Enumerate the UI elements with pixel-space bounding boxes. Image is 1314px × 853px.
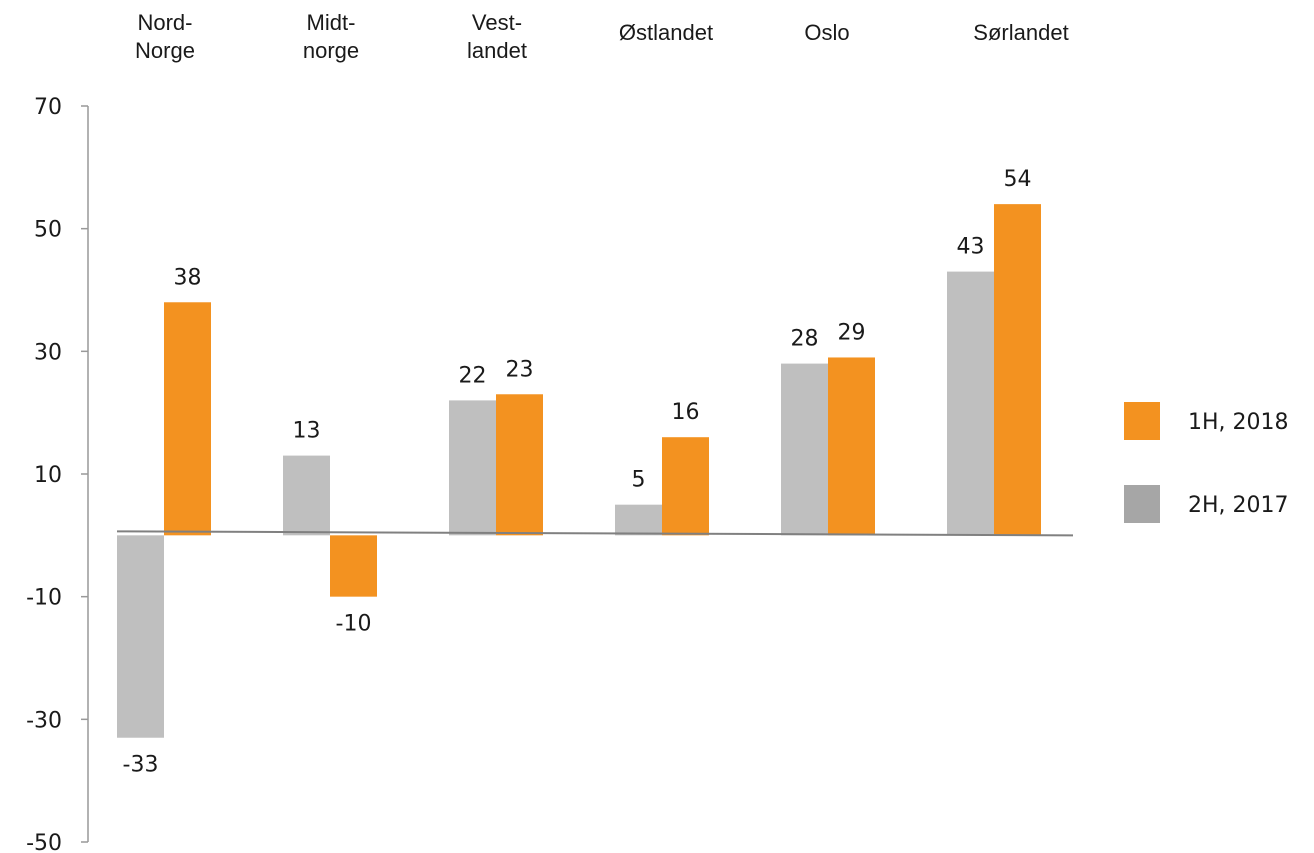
category-label: Oslo (804, 20, 849, 45)
bar (283, 455, 330, 536)
data-label: 5 (632, 468, 646, 493)
data-label: 54 (1004, 167, 1032, 192)
category-label: Østlandet (619, 20, 713, 45)
legend: 1H, 2018 2H, 2017 (1124, 402, 1289, 523)
category-label: Vest-landet (467, 10, 527, 63)
y-tick-label: 30 (34, 340, 62, 365)
y-tick-label: 50 (34, 218, 62, 243)
legend-label: 2H, 2017 (1188, 493, 1289, 518)
bar (828, 357, 875, 536)
y-tick-label: -50 (26, 831, 62, 853)
data-label: 22 (459, 363, 487, 388)
data-labels: -33 13 22 5 28 43 38 -10 23 16 29 54 (123, 167, 1032, 778)
bar (947, 271, 994, 536)
bar (330, 535, 377, 597)
bar (615, 504, 662, 536)
bar (449, 400, 496, 536)
bar (117, 535, 164, 738)
bar (662, 437, 709, 536)
legend-swatch (1124, 402, 1160, 440)
data-label: 38 (174, 265, 202, 290)
data-label: -33 (123, 753, 159, 778)
data-label: 28 (791, 327, 819, 352)
data-label: 23 (506, 357, 534, 382)
legend-label: 1H, 2018 (1188, 410, 1289, 435)
category-label: Sørlandet (973, 20, 1068, 45)
y-tick-label: 10 (34, 463, 62, 488)
zero-baseline (116, 530, 1074, 537)
legend-swatch (1124, 485, 1160, 523)
y-tick-label: 70 (34, 95, 62, 120)
category-labels: Nord-Norge Midt-norge Vest-landet Østlandet… (135, 10, 1069, 63)
data-label: 29 (838, 320, 866, 345)
bar (781, 363, 828, 536)
bar (164, 302, 211, 536)
y-axis-ticks: 70 50 30 10 -10 -30 -50 (26, 95, 88, 853)
bar (994, 204, 1041, 536)
data-label: 13 (293, 419, 321, 444)
category-label: Nord-Norge (135, 10, 195, 63)
y-tick-label: -30 (26, 708, 62, 733)
data-label: -10 (336, 612, 372, 637)
category-label: Midt-norge (303, 10, 359, 63)
bar (496, 394, 543, 536)
bars-layer (117, 204, 1041, 738)
data-label: 43 (957, 235, 985, 260)
y-tick-label: -10 (26, 586, 62, 611)
data-label: 16 (672, 400, 700, 425)
